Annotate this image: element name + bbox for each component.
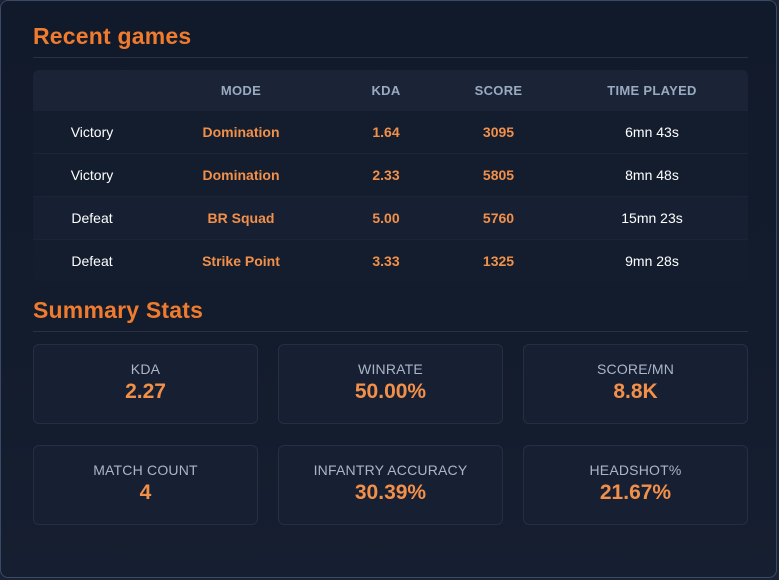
kda-cell: 1.64: [372, 124, 400, 140]
stat-card-headshot-percent: HEADSHOT% 21.67%: [523, 445, 748, 525]
result-cell: Victory: [70, 167, 114, 183]
stat-value: 30.39%: [354, 481, 427, 504]
score-cell: 3095: [482, 124, 515, 140]
stat-value: 4: [139, 481, 152, 504]
table-row: Defeat BR Squad 5.00 5760 15mn 23s: [33, 196, 748, 239]
summary-stats-title: Summary Stats: [33, 297, 204, 323]
mode-cell: Strike Point: [202, 253, 280, 269]
score-cell: 5805: [482, 167, 515, 183]
stat-card-kda: KDA 2.27: [33, 344, 258, 424]
stat-value: 8.8K: [613, 380, 658, 403]
stat-card-score-per-minute: SCORE/MN 8.8K: [523, 344, 748, 424]
result-cell: Defeat: [71, 210, 113, 226]
divider: [33, 331, 748, 332]
score-cell: 5760: [482, 210, 515, 226]
result-cell: Victory: [70, 124, 114, 140]
time-cell: 9mn 28s: [625, 253, 679, 269]
stat-value: 21.67%: [599, 481, 672, 504]
recent-games-title: Recent games: [33, 23, 192, 49]
mode-cell: Domination: [202, 124, 280, 140]
recent-games-table: MODE KDA SCORE TIME PLAYED Victory Domin…: [33, 70, 748, 282]
column-header-time-played: TIME PLAYED: [607, 82, 697, 98]
mode-cell: BR Squad: [207, 210, 275, 226]
stat-label: SCORE/MN: [596, 361, 675, 377]
table-header: MODE KDA SCORE TIME PLAYED: [33, 70, 748, 110]
time-cell: 6mn 43s: [625, 124, 679, 140]
stat-label: KDA: [130, 361, 161, 377]
stat-value: 50.00%: [354, 380, 427, 403]
stat-value: 2.27: [125, 380, 166, 403]
kda-cell: 2.33: [372, 167, 400, 183]
stat-label: INFANTRY ACCURACY: [313, 462, 468, 478]
time-cell: 15mn 23s: [621, 210, 683, 226]
stat-card-infantry-accuracy: INFANTRY ACCURACY 30.39%: [278, 445, 503, 525]
score-cell: 1325: [482, 253, 515, 269]
column-header-score: SCORE: [474, 82, 523, 98]
divider: [33, 57, 748, 58]
stat-label: WINRATE: [358, 361, 423, 377]
result-cell: Defeat: [71, 253, 113, 269]
kda-cell: 3.33: [372, 253, 400, 269]
table-row: Victory Domination 1.64 3095 6mn 43s: [33, 110, 748, 153]
stat-label: MATCH COUNT: [93, 462, 198, 478]
time-cell: 8mn 48s: [625, 167, 679, 183]
mode-cell: Domination: [202, 167, 280, 183]
table-row: Defeat Strike Point 3.33 1325 9mn 28s: [33, 239, 748, 282]
column-header-kda: KDA: [371, 82, 401, 98]
stat-card-match-count: MATCH COUNT 4: [33, 445, 258, 525]
column-header-mode: MODE: [220, 82, 262, 98]
stat-card-winrate: WINRATE 50.00%: [278, 344, 503, 424]
table-row: Victory Domination 2.33 5805 8mn 48s: [33, 153, 748, 196]
stat-label: HEADSHOT%: [589, 462, 682, 478]
kda-cell: 5.00: [372, 210, 400, 226]
